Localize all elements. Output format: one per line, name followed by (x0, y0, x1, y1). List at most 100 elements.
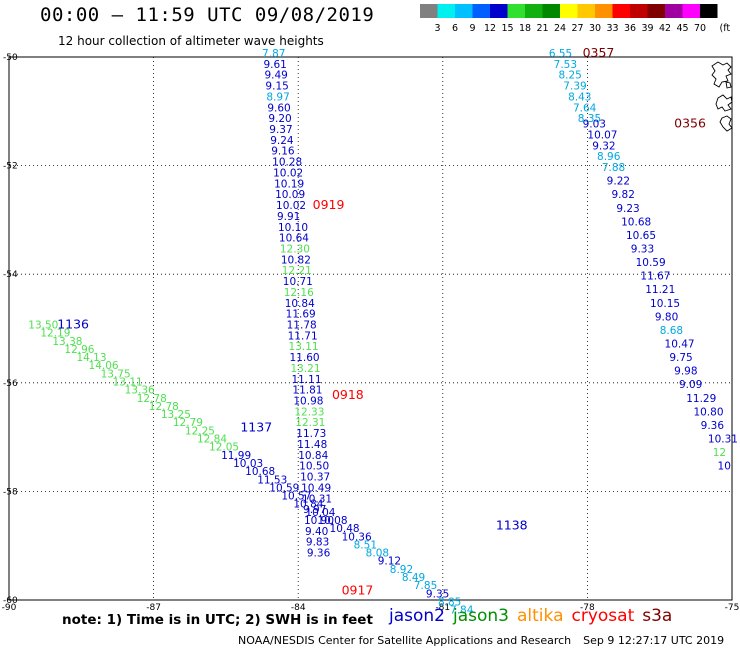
swh-value-label: 10.07 (587, 129, 617, 141)
swh-value-label: 11.81 (292, 385, 322, 397)
swh-value-label: 12.78 (149, 401, 179, 413)
swh-value-label: 10.36 (342, 531, 372, 543)
scale-tick-label: 36 (624, 23, 636, 34)
swh-value-label: 10.09 (275, 189, 305, 201)
swh-value-label: 8.08 (366, 548, 389, 560)
swh-value-label: 10.65 (626, 230, 656, 242)
lat-tick-label: -54 (3, 270, 18, 280)
swh-value-label: 10.71 (283, 276, 313, 288)
satellite-legend: jason2 jason3 altika cryosat s3a (389, 606, 680, 626)
scale-swatch (455, 4, 473, 18)
swh-value-label: 9.35 (426, 588, 449, 600)
swh-value-label: 11.73 (296, 428, 326, 440)
swh-value-label: 10.04 (305, 507, 335, 519)
swh-value-label: 12.25 (185, 425, 215, 437)
swh-value-label: 10.49 (301, 482, 331, 494)
scale-tick-label: 39 (641, 23, 653, 34)
swh-value-label: 14.06 (89, 360, 119, 372)
swh-value-label: 12.21 (282, 265, 312, 277)
swh-value-label: 11.48 (297, 439, 327, 451)
swh-value-label: 9.97 (303, 504, 326, 516)
swh-value-label: 7.84 (450, 605, 474, 617)
scale-tick-label: 3 (434, 23, 440, 34)
swh-value-label: 13.38 (52, 336, 82, 348)
scale-swatch (647, 4, 665, 18)
swh-value-label: 9.37 (269, 124, 292, 136)
swh-value-label: 10.03 (233, 458, 263, 470)
credit-line: NOAA/NESDIS Center for Satellite Applica… (238, 634, 724, 647)
scale-swatch (700, 4, 718, 18)
legend-jason2: jason2 (389, 606, 445, 626)
swh-value-label: 9.40 (305, 526, 328, 538)
page-title: 00:00 – 11:59 UTC 09/08/2019 (40, 4, 375, 26)
swh-value-label: 9.20 (268, 113, 291, 125)
scale-swatch (507, 4, 525, 18)
swh-value-label: 14.13 (76, 352, 106, 364)
scale-swatch (490, 4, 508, 18)
swh-value-label: 10.84 (298, 450, 328, 462)
pass-time-label: 1136 (57, 317, 89, 332)
pass-time-label: 0356 (674, 116, 706, 131)
swh-value-label: 13.21 (290, 363, 320, 375)
swh-value-label: 10.57 (281, 491, 311, 503)
swh-value-label: 10.08 (317, 515, 347, 527)
pass-time-label: 1138 (496, 517, 528, 532)
lat-tick-label: -60 (3, 596, 18, 606)
swh-value-label: 8.68 (660, 325, 683, 337)
swh-value-label: 12.79 (173, 417, 203, 429)
lon-tick-label: -90 (2, 603, 17, 613)
swh-value-label: 10.90 (304, 515, 334, 527)
swh-value-label: 8.25 (558, 70, 581, 82)
swh-value-label: 10.98 (293, 396, 323, 408)
scale-swatch (595, 4, 613, 18)
swh-value-label: 10.68 (245, 466, 275, 478)
lat-tick-label: -52 (3, 162, 18, 172)
swh-value-label: 10.02 (273, 167, 303, 179)
swh-value-label: 11.21 (645, 284, 675, 296)
swh-value-label: 9.22 (607, 176, 630, 188)
scale-swatch (420, 4, 438, 18)
swh-value-label: 13.11 (289, 341, 319, 353)
legend-s3a: s3a (642, 606, 673, 626)
scale-tick-label: 21 (536, 23, 548, 34)
swh-value-label: 10.19 (274, 178, 304, 190)
swh-value-label: 10.50 (299, 461, 329, 473)
swh-value-label: 9.80 (655, 311, 678, 323)
scale-tick-label: 12 (484, 23, 496, 34)
scale-tick-label: 18 (519, 23, 531, 34)
swh-value-label: 10.84 (285, 298, 315, 310)
swh-value-label: 10.48 (330, 523, 360, 535)
pass-time-label: 0357 (583, 45, 615, 60)
scale-swatch (472, 4, 490, 18)
scale-swatch (577, 4, 595, 18)
scale-swatch (437, 4, 455, 18)
swh-value-label: 9.36 (307, 548, 331, 560)
swh-value-label: 9.36 (701, 420, 725, 432)
swh-value-label: 13.50 (28, 320, 58, 332)
swh-value-label: 10.37 (300, 472, 330, 484)
pass-time-label: 0917 (342, 583, 374, 598)
lat-tick-label: -50 (3, 53, 18, 63)
swh-value-label: 8.51 (354, 539, 377, 551)
swh-value-label: 10.10 (278, 222, 308, 234)
lon-tick-label: -84 (291, 603, 306, 613)
scale-swatch (525, 4, 543, 18)
swh-value-label: 9.32 (592, 140, 615, 152)
map-frame (8, 56, 733, 601)
swh-value-label: 9.75 (669, 352, 692, 364)
swh-value-label: 11.11 (291, 374, 321, 386)
swh-value-label: 13.36 (125, 385, 155, 397)
swh-value-label: 9.82 (612, 189, 635, 201)
swh-value-label: 8.43 (568, 91, 591, 103)
coastline (711, 61, 733, 132)
scale-tick-label: 15 (501, 23, 513, 34)
swh-value-label: 8.49 (402, 572, 425, 584)
swh-value-label: 8.92 (390, 564, 413, 576)
swh-value-label: 9.49 (264, 70, 287, 82)
scale-tick-label: 70 (694, 23, 706, 34)
swh-value-label: 10.68 (621, 216, 651, 228)
swh-value-label: 12.05 (209, 442, 239, 454)
scale-swatch (542, 4, 560, 18)
pass-time-label: 0919 (313, 197, 345, 212)
swh-value-label: 11.69 (286, 309, 316, 321)
